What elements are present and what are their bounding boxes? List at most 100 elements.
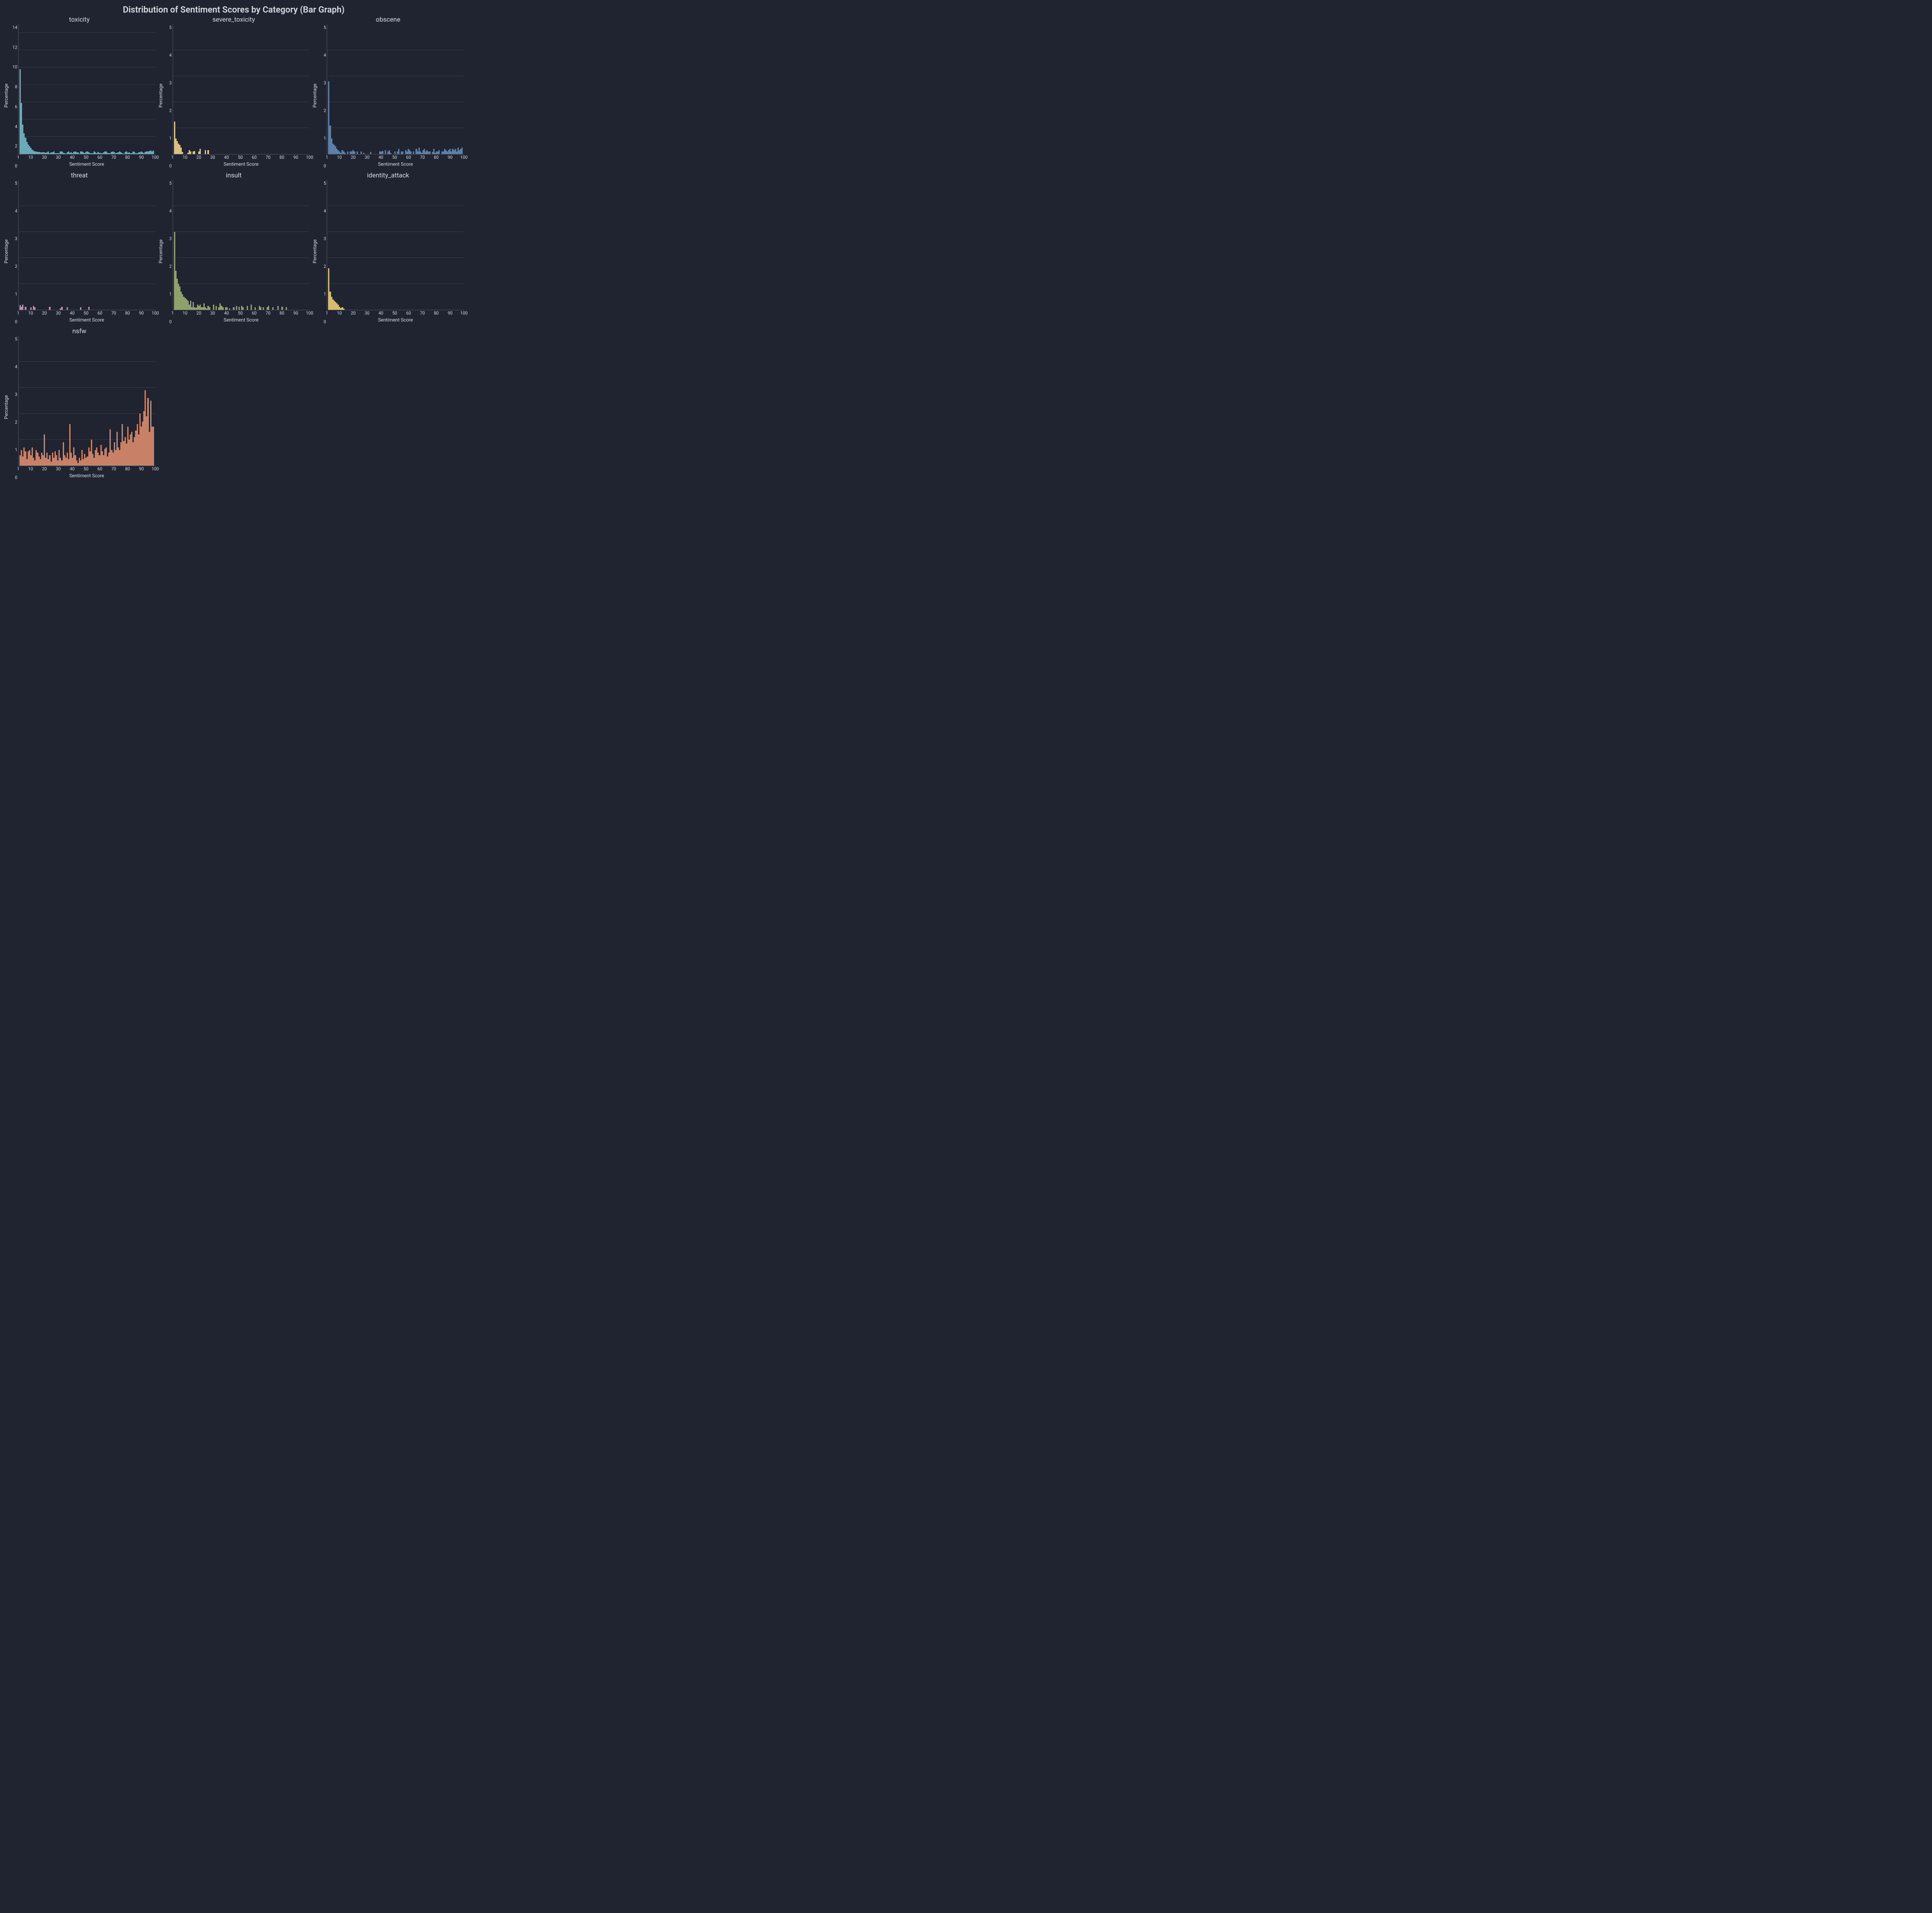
bar bbox=[238, 307, 240, 310]
bar bbox=[30, 307, 32, 310]
figure: Distribution of Sentiment Scores by Cate… bbox=[0, 0, 467, 487]
y-axis-label: Percentage bbox=[3, 84, 10, 108]
panel-toxicity: toxicity Percentage1412108642011020304050… bbox=[3, 16, 155, 167]
bar bbox=[354, 151, 355, 154]
plot-area bbox=[18, 180, 155, 310]
x-axis-label: Sentiment Score bbox=[327, 317, 464, 323]
bar bbox=[200, 149, 201, 154]
y-axis-label: Percentage bbox=[312, 84, 318, 108]
x-axis-label: Sentiment Score bbox=[18, 161, 155, 167]
bar bbox=[49, 307, 50, 310]
bars bbox=[173, 180, 310, 310]
bar bbox=[345, 153, 346, 154]
bar bbox=[272, 307, 274, 310]
bars bbox=[327, 24, 464, 154]
y-axis-label: Percentage bbox=[312, 239, 318, 264]
subplot-grid: toxicityPercentage1412108642011020304050… bbox=[3, 16, 464, 479]
bar bbox=[88, 307, 90, 310]
bar bbox=[209, 307, 210, 310]
bar bbox=[461, 148, 463, 154]
bar bbox=[194, 151, 195, 154]
x-axis-label: Sentiment Score bbox=[173, 161, 310, 167]
bar bbox=[233, 307, 234, 310]
y-tick-labels: 543210 bbox=[10, 180, 18, 323]
x-tick-labels: 1102030405060708090100 bbox=[173, 154, 310, 161]
bar bbox=[260, 307, 261, 310]
y-tick-labels: 543210 bbox=[318, 180, 327, 323]
panel-title: obscene bbox=[312, 16, 464, 23]
panel-title: identity_attack bbox=[312, 171, 464, 179]
bar bbox=[286, 307, 287, 310]
bar bbox=[153, 151, 154, 154]
bar bbox=[263, 307, 264, 310]
plot-area bbox=[173, 180, 310, 310]
y-axis-label: Percentage bbox=[3, 395, 10, 419]
bar bbox=[61, 307, 62, 310]
y-tick-labels: 543210 bbox=[164, 180, 173, 323]
bar bbox=[205, 150, 206, 154]
bar bbox=[413, 151, 414, 154]
x-tick-labels: 1102030405060708090100 bbox=[18, 466, 155, 472]
bar bbox=[429, 151, 431, 154]
bar bbox=[242, 307, 244, 310]
plot-area bbox=[173, 24, 310, 154]
panel-identity_attack: identity_attack Percentage543210110203040… bbox=[312, 171, 464, 323]
plot-area bbox=[18, 24, 155, 154]
panel-title: nsfw bbox=[3, 327, 155, 335]
bar bbox=[153, 427, 154, 466]
x-axis-label: Sentiment Score bbox=[18, 317, 155, 323]
bar bbox=[410, 151, 412, 154]
y-axis-label: Percentage bbox=[158, 239, 164, 264]
bar bbox=[22, 305, 23, 310]
panel-insult: insultPercentage543210110203040506070809… bbox=[158, 171, 310, 323]
bar bbox=[268, 306, 269, 310]
bar bbox=[67, 307, 68, 310]
y-tick-labels: 543210 bbox=[10, 336, 18, 479]
bars bbox=[19, 336, 155, 466]
bar bbox=[361, 151, 362, 154]
bar bbox=[394, 151, 396, 154]
bar bbox=[222, 307, 224, 310]
x-axis-label: Sentiment Score bbox=[327, 161, 464, 167]
bar bbox=[382, 151, 383, 154]
bars bbox=[327, 180, 464, 310]
bar bbox=[236, 306, 237, 310]
bar bbox=[390, 153, 391, 154]
x-tick-labels: 1102030405060708090100 bbox=[327, 310, 464, 316]
bar bbox=[398, 149, 399, 154]
panel-title: threat bbox=[3, 171, 155, 179]
x-axis-label: Sentiment Score bbox=[18, 473, 155, 479]
y-tick-labels: 543210 bbox=[318, 24, 327, 167]
panel-nsfw: nsfw Percentage54321011020304050607080901… bbox=[3, 327, 155, 479]
y-axis-label: Percentage bbox=[158, 84, 164, 108]
figure-suptitle: Distribution of Sentiment Scores by Cate… bbox=[3, 4, 464, 15]
x-axis-label: Sentiment Score bbox=[173, 317, 310, 323]
bar bbox=[254, 307, 256, 310]
bar bbox=[438, 150, 440, 154]
panel-title: severe_toxicity bbox=[158, 16, 310, 23]
bar bbox=[34, 307, 35, 310]
panel-severe_toxicity: severe_toxicityPercentage543210110203040… bbox=[158, 16, 310, 167]
panel-title: toxicity bbox=[3, 16, 155, 23]
y-tick-labels: 14121086420 bbox=[10, 24, 18, 167]
bar bbox=[385, 150, 386, 154]
bar bbox=[216, 306, 217, 310]
x-tick-labels: 1102030405060708090100 bbox=[18, 154, 155, 161]
bars bbox=[19, 24, 155, 154]
x-tick-labels: 1102030405060708090100 bbox=[173, 310, 310, 316]
bar bbox=[182, 152, 183, 154]
bar bbox=[363, 153, 364, 154]
bar bbox=[207, 150, 209, 154]
plot-area bbox=[327, 180, 464, 310]
bars bbox=[19, 180, 155, 310]
bar bbox=[370, 152, 371, 154]
bar bbox=[277, 306, 279, 310]
plot-area bbox=[18, 336, 155, 466]
bar bbox=[80, 307, 81, 310]
panel-threat: threat Percentage543210110203040506070809… bbox=[3, 171, 155, 323]
x-tick-labels: 1102030405060708090100 bbox=[18, 310, 155, 316]
bars bbox=[173, 24, 310, 154]
bar bbox=[343, 309, 345, 310]
y-axis-label: Percentage bbox=[3, 239, 10, 264]
bar bbox=[25, 307, 26, 310]
